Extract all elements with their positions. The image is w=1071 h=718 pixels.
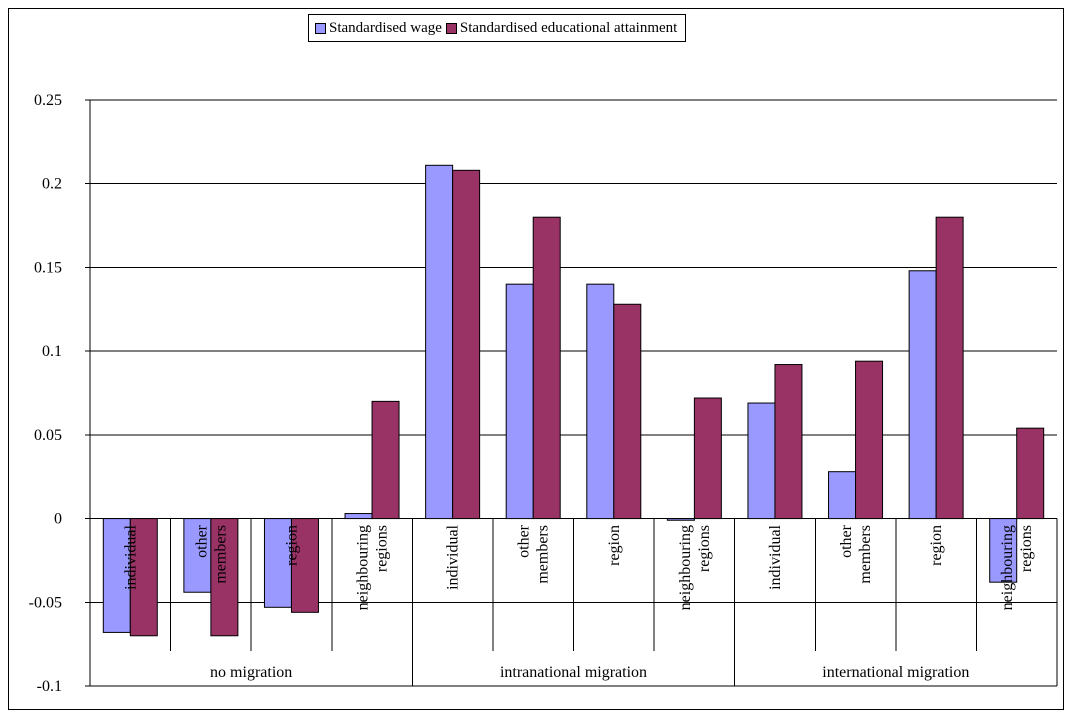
category-label: regions bbox=[696, 525, 713, 572]
legend-swatch-education bbox=[445, 22, 457, 34]
y-tick-label: 0.15 bbox=[34, 259, 62, 276]
bar-wage bbox=[586, 283, 615, 520]
category-label: regions bbox=[374, 525, 391, 572]
bar-education bbox=[855, 360, 884, 520]
bar-education bbox=[774, 364, 803, 520]
bar-education bbox=[1016, 427, 1045, 520]
bar-wage bbox=[908, 270, 937, 520]
bar-education bbox=[210, 518, 239, 637]
bar-education bbox=[532, 216, 561, 520]
category-label: region bbox=[283, 525, 300, 566]
y-tick-label: 0.05 bbox=[34, 427, 62, 444]
legend-entry-education: Standardised educational attainment bbox=[445, 19, 678, 37]
legend-entry-wage: Standardised wage bbox=[315, 20, 442, 37]
legend: Standardised wage Standardised education… bbox=[308, 14, 687, 42]
category-label: individual bbox=[445, 524, 462, 589]
bar-education bbox=[371, 400, 400, 520]
bar-wage bbox=[989, 518, 1018, 583]
category-label: region bbox=[606, 525, 623, 566]
category-label: other bbox=[516, 524, 533, 558]
bar-wage bbox=[263, 518, 292, 608]
category-label: neighbouring bbox=[999, 525, 1016, 610]
category-label: members bbox=[212, 525, 229, 584]
group-label: intranational migration bbox=[500, 664, 647, 681]
bar-education bbox=[613, 303, 642, 520]
y-tick-label: 0.2 bbox=[42, 176, 62, 193]
bar-wage bbox=[666, 518, 695, 521]
y-tick-label: -0.05 bbox=[29, 594, 62, 611]
legend-label-wage: Standardised wage bbox=[329, 19, 442, 36]
category-label: other bbox=[193, 524, 210, 558]
category-label: other bbox=[838, 524, 855, 558]
bar-wage bbox=[505, 283, 534, 520]
category-label: members bbox=[857, 525, 874, 584]
group-label: international migration bbox=[822, 664, 969, 681]
bar-wage bbox=[344, 513, 373, 520]
y-tick-label: 0.1 bbox=[42, 343, 62, 360]
group-label: no migration bbox=[210, 664, 292, 681]
legend-label-education: Standardised educational attainment bbox=[459, 19, 678, 36]
category-label: individual bbox=[122, 524, 139, 589]
y-tick-label: -0.1 bbox=[37, 678, 62, 695]
bar-wage bbox=[425, 164, 454, 520]
bar-education bbox=[452, 169, 481, 520]
category-label: individual bbox=[767, 524, 784, 589]
category-label: neighbouring bbox=[355, 525, 372, 610]
bar-education bbox=[693, 397, 722, 520]
category-label: region bbox=[928, 525, 945, 566]
bar-education bbox=[129, 518, 158, 637]
category-label: regions bbox=[1018, 525, 1035, 572]
legend-swatch-wage bbox=[315, 22, 326, 34]
bar-wage bbox=[747, 402, 776, 520]
bar-education bbox=[290, 518, 319, 613]
y-tick-label: 0 bbox=[54, 511, 62, 528]
category-label: members bbox=[535, 525, 552, 584]
bar-education bbox=[935, 216, 964, 520]
bar-wage bbox=[828, 471, 857, 520]
y-tick-label: 0.25 bbox=[34, 92, 62, 109]
category-label: neighbouring bbox=[677, 525, 694, 610]
